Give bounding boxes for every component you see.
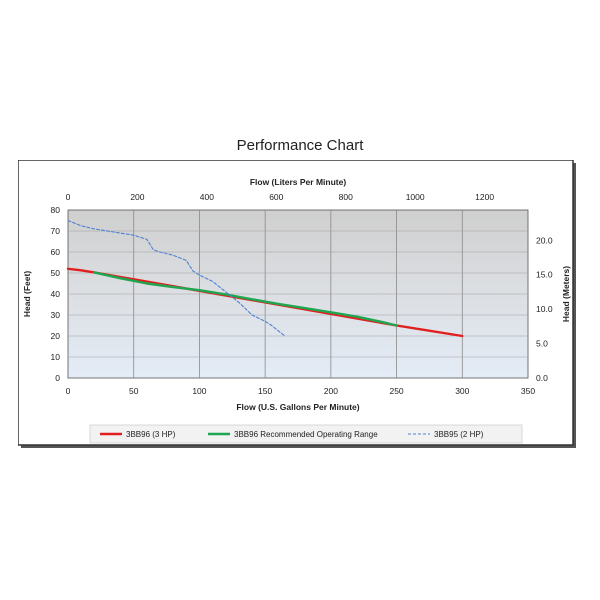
x-tick-label: 350 xyxy=(521,386,535,396)
y2-tick-label: 20.0 xyxy=(536,235,553,245)
x-tick-label: 0 xyxy=(66,386,71,396)
legend-label: 3BB96 Recommended Operating Range xyxy=(234,430,378,439)
x-axis-title: Flow (U.S. Gallons Per Minute) xyxy=(236,402,359,412)
series-3bb96-recommended-line xyxy=(93,271,398,327)
y-axis-title: Head (Feet) xyxy=(22,271,32,317)
series-layer xyxy=(66,219,464,338)
y-tick-label: 30 xyxy=(51,310,61,320)
x-tick-label: 50 xyxy=(129,386,139,396)
x2-axis-title: Flow (Liters Per Minute) xyxy=(250,177,347,187)
y2-tick-label: 5.0 xyxy=(536,339,548,349)
x2-tick-label: 200 xyxy=(130,192,144,202)
x-tick-label: 250 xyxy=(389,386,403,396)
x2-tick-label: 1200 xyxy=(475,192,494,202)
legend-box xyxy=(89,424,523,444)
x2-tick-label: 1000 xyxy=(406,192,425,202)
y-tick-label: 0 xyxy=(55,373,60,383)
y2-tick-label: 15.0 xyxy=(536,270,553,280)
y-tick-label: 10 xyxy=(51,352,61,362)
y2-tick-label: 0.0 xyxy=(536,373,548,383)
x2-tick-label: 800 xyxy=(339,192,353,202)
y-tick-label: 20 xyxy=(51,331,61,341)
chart-title: Performance Chart xyxy=(236,137,364,154)
y2-axis-title: Head (Meters) xyxy=(561,266,571,322)
y-tick-label: 60 xyxy=(51,247,61,257)
y-tick-label: 80 xyxy=(51,205,61,215)
y-tick-label: 40 xyxy=(51,289,61,299)
legend-label: 3BB96 (3 HP) xyxy=(126,430,176,439)
legend-label: 3BB95 (2 HP) xyxy=(434,430,484,439)
x2-tick-label: 0 xyxy=(66,192,71,202)
y2-tick-label: 10.0 xyxy=(536,304,553,314)
grid-lines xyxy=(68,210,528,378)
x-tick-label: 200 xyxy=(324,386,338,396)
y-tick-label: 70 xyxy=(51,226,61,236)
x2-tick-label: 600 xyxy=(269,192,283,202)
x-tick-label: 150 xyxy=(258,386,272,396)
y-tick-label: 50 xyxy=(51,268,61,278)
x-tick-label: 100 xyxy=(192,386,206,396)
x2-tick-label: 400 xyxy=(200,192,214,202)
series-3bb95-line xyxy=(67,219,286,337)
legend: 3BB96 (3 HP) 3BB96 Recommended Operating … xyxy=(100,430,484,439)
chart-frame: 0 50 100 150 200 250 300 350 0 10 20 30 40 50 60 70 80 0 2… xyxy=(17,159,578,450)
x-tick-label: 300 xyxy=(455,386,469,396)
